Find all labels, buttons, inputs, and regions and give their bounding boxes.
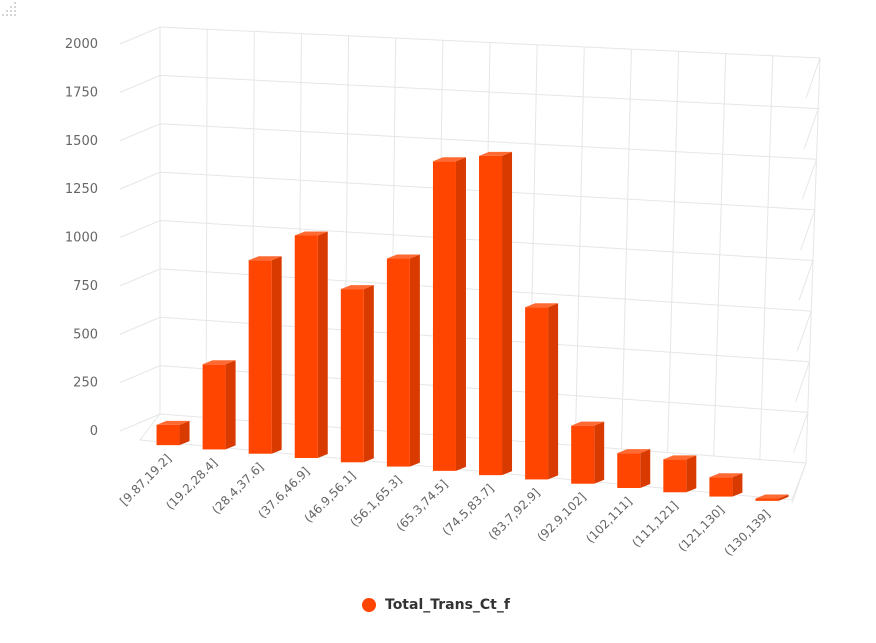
bar-side (271, 256, 282, 454)
bar-front (386, 258, 410, 467)
y-tick-label: 750 (73, 279, 98, 294)
bar[interactable] (248, 256, 282, 454)
resize-grip-icon[interactable] (0, 0, 18, 18)
y-tick-label: 1750 (65, 85, 98, 100)
bar-side (594, 421, 605, 484)
bar[interactable] (156, 420, 190, 446)
bar-side (225, 360, 236, 450)
bar[interactable] (340, 285, 374, 463)
x-tick-label: (111,121] (629, 499, 681, 551)
bar-top (432, 157, 466, 162)
bar-side (502, 151, 513, 476)
gridline (119, 123, 818, 200)
bar-side (363, 285, 374, 463)
gridline-vertical (667, 51, 680, 453)
bar-front (156, 424, 180, 446)
bar-front (202, 364, 226, 450)
bar-side (409, 254, 420, 467)
legend-dot-icon (362, 598, 376, 612)
y-tick-label: 1000 (65, 231, 98, 246)
bar[interactable] (525, 303, 559, 480)
y-tick-label: 1500 (65, 134, 98, 149)
bar-front (340, 289, 364, 463)
bar-front (432, 161, 456, 471)
gridline (119, 26, 821, 99)
y-tick-label: 0 (90, 424, 98, 439)
bar-top (294, 231, 328, 236)
bar-top (663, 455, 697, 460)
x-tick-label: (130,139] (721, 507, 773, 559)
bar-front (248, 260, 272, 454)
x-tick-label: (102,111] (583, 494, 635, 546)
y-axis: 0 250 500 750 1000 1250 1500 1750 2000 (65, 37, 98, 439)
bar[interactable] (386, 254, 420, 467)
gridline-vertical (620, 49, 632, 450)
bar[interactable] (755, 494, 789, 501)
y-tick-label: 500 (73, 327, 98, 342)
bar-top (525, 303, 559, 308)
gridline (119, 74, 819, 149)
bar-top (248, 256, 282, 261)
legend-label: Total_Trans_Ct_f (385, 597, 510, 613)
bar-side (686, 455, 697, 493)
bar-side (778, 494, 789, 501)
bar-top (571, 421, 605, 426)
bar[interactable] (202, 360, 236, 450)
x-tick-label: (121,130] (675, 503, 727, 555)
bar-side (317, 231, 328, 458)
gridline-vertical (759, 55, 774, 460)
bar-side (455, 157, 466, 471)
y-tick-label: 1250 (65, 182, 98, 197)
bar[interactable] (663, 455, 697, 493)
bar[interactable] (709, 473, 743, 497)
bar-front (755, 498, 779, 501)
gridline-vertical (805, 57, 821, 464)
bar-front (571, 425, 595, 484)
bar-front (479, 155, 503, 476)
bar-top (202, 360, 236, 365)
bar-top (340, 285, 374, 290)
bars (156, 151, 789, 501)
bar[interactable] (617, 449, 651, 488)
bar-side (640, 449, 651, 488)
bar-side (732, 473, 743, 497)
bar-front (709, 477, 733, 497)
bar-top (755, 494, 789, 499)
y-tick-label: 2000 (65, 37, 98, 52)
bar-top (479, 151, 513, 156)
bar-top (709, 473, 743, 478)
y-tick-label: 250 (73, 376, 98, 391)
gridline-vertical (713, 53, 727, 457)
bar-top (617, 449, 651, 454)
bar-front (294, 235, 318, 458)
x-tick-label: (92.9,102] (534, 490, 588, 544)
bar-top (156, 420, 190, 425)
gridline (119, 171, 816, 251)
bar-side (179, 420, 190, 446)
bar-top (386, 254, 420, 259)
bar-front (525, 307, 549, 480)
bar[interactable] (571, 421, 605, 484)
gridline-vertical (574, 46, 585, 446)
bar[interactable] (294, 231, 328, 458)
legend-item[interactable]: Total_Trans_Ct_f (362, 597, 510, 613)
bar[interactable] (479, 151, 513, 476)
bar-front (617, 453, 641, 488)
bar-side (548, 303, 559, 480)
gridline-vertical (205, 29, 208, 418)
bar-front (663, 459, 687, 493)
bar[interactable] (432, 157, 466, 471)
